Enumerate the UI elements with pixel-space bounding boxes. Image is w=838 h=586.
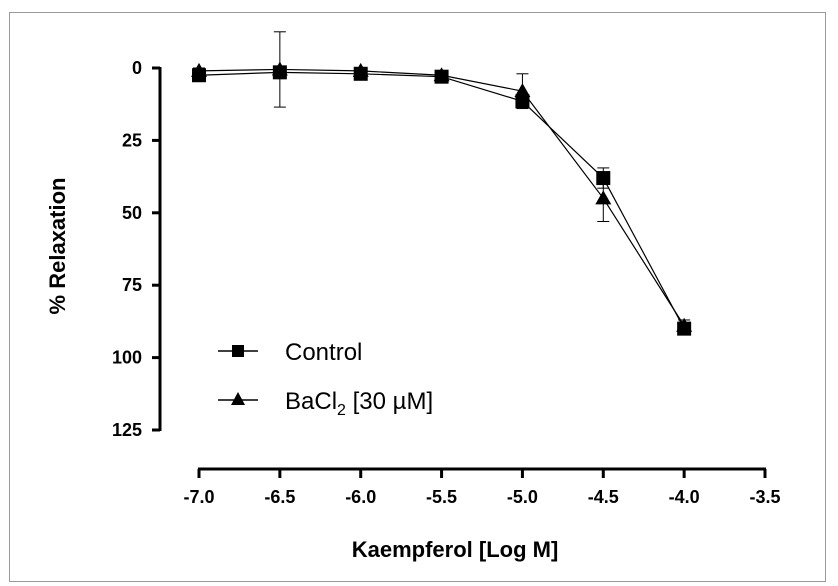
- y-tick-label: 125: [112, 420, 142, 440]
- legend-marker-triangle: [231, 392, 245, 405]
- x-tick-label: -5.0: [507, 487, 538, 507]
- data-point-triangle: [352, 62, 369, 77]
- data-point-triangle: [595, 190, 612, 205]
- x-tick-label: -3.5: [749, 487, 780, 507]
- y-tick-label: 25: [122, 130, 142, 150]
- legend-marker-square: [232, 345, 244, 357]
- y-tick-label: 75: [122, 275, 142, 295]
- x-tick-label: -6.5: [264, 487, 295, 507]
- legend-label-bacl2-suffix: [30 µM]: [346, 388, 433, 415]
- x-tick-label: -5.5: [426, 487, 457, 507]
- y-ticks: 0 25 50 75 100 125: [112, 58, 160, 440]
- x-axis-title: Kaempferol [Log M]: [352, 537, 559, 562]
- data-point-triangle: [433, 67, 450, 82]
- legend-item-control: Control: [218, 339, 362, 366]
- x-tick-label: -4.0: [669, 487, 700, 507]
- data-point-triangle: [676, 317, 693, 332]
- x-tick-label: -7.0: [183, 487, 214, 507]
- legend-item-bacl2: BaCl2 [30 µM]: [218, 388, 433, 419]
- y-tick-label: 0: [132, 58, 142, 78]
- legend: Control BaCl2 [30 µM]: [218, 339, 433, 419]
- series-line: [198, 71, 685, 329]
- series-layer: [191, 31, 693, 336]
- series-control: [192, 65, 692, 336]
- chart-frame: [9, 12, 826, 582]
- legend-label-bacl2-base: BaCl: [285, 388, 337, 415]
- y-axis-title: % Relaxation: [45, 178, 70, 315]
- legend-label-bacl2-subscript: 2: [337, 402, 346, 419]
- series-bacl2: [191, 31, 693, 333]
- x-tick-label: -6.0: [345, 487, 376, 507]
- series-line: [198, 68, 685, 327]
- data-point-triangle: [271, 61, 288, 76]
- x-tick-label: -4.5: [588, 487, 619, 507]
- y-tick-label: 100: [112, 348, 142, 368]
- x-ticks: -7.0 -6.5 -6.0 -5.5 -5.0 -4.5 -4.0 -3.5: [183, 469, 781, 507]
- data-point-triangle: [191, 62, 207, 77]
- y-tick-label: 50: [122, 203, 142, 223]
- data-point-triangle: [514, 83, 531, 98]
- axes: [158, 67, 766, 471]
- legend-label-control: Control: [285, 339, 362, 366]
- legend-label-bacl2: BaCl2 [30 µM]: [285, 388, 433, 419]
